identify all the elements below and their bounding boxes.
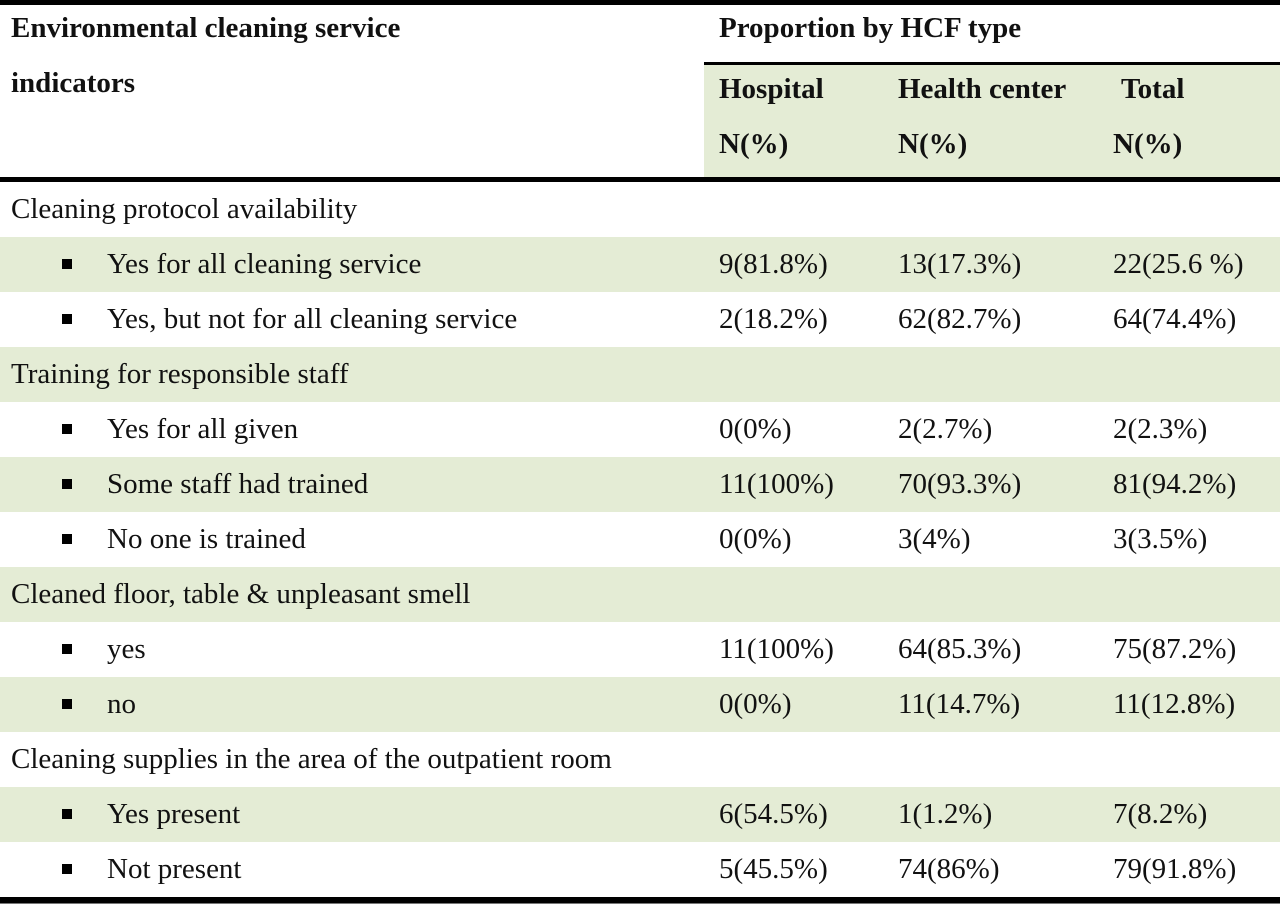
row-label: Some staff had trained (107, 468, 369, 500)
square-bullet-icon (62, 424, 72, 434)
header-unit-total: N(%) (1113, 128, 1183, 160)
table-row: Yes present 6(54.5%) 1(1.2%) 7(8.2%) (0, 787, 1280, 842)
cell-health-center: 1(1.2%) (898, 798, 993, 830)
cell-total: 79(91.8%) (1113, 853, 1237, 885)
header-subcolumn-shade (704, 64, 1280, 177)
row-label: Yes present (107, 798, 241, 830)
header-indicator-line1: Environmental cleaning service (11, 12, 401, 44)
cell-hospital: 0(0%) (719, 413, 792, 445)
row-label: Yes for all cleaning service (107, 248, 422, 280)
table-row: yes 11(100%) 64(85.3%) 75(87.2%) (0, 622, 1280, 677)
header-unit-hospital: N(%) (719, 128, 789, 160)
cell-health-center: 13(17.3%) (898, 248, 1022, 280)
header-col-health-center: Health center (898, 73, 1067, 105)
cell-hospital: 11(100%) (719, 633, 834, 665)
cell-total: 3(3.5%) (1113, 523, 1208, 555)
category-label: Training for responsible staff (11, 358, 349, 390)
row-label: Yes, but not for all cleaning service (107, 303, 518, 335)
cell-health-center: 11(14.7%) (898, 688, 1021, 720)
table-row: Some staff had trained 11(100%) 70(93.3%) 8… (0, 457, 1280, 512)
cell-hospital: 2(18.2%) (719, 303, 828, 335)
category-label: Cleaning supplies in the area of the out… (11, 743, 612, 775)
category-label: Cleaned floor, table & unpleasant smell (11, 578, 471, 610)
row-label: No one is trained (107, 523, 306, 555)
square-bullet-icon (62, 644, 72, 654)
table-row: Not present 5(45.5%) 74(86%) 79(91.8%) (0, 842, 1280, 897)
header-unit-health-center: N(%) (898, 128, 968, 160)
bottom-rule-thin (0, 903, 1280, 904)
table-row: Yes for all given 0(0%) 2(2.7%) 2(2.3%) (0, 402, 1280, 457)
header-col-total: Total (1121, 73, 1185, 105)
row-label: no (107, 688, 136, 720)
square-bullet-icon (62, 534, 72, 544)
table-row: no 0(0%) 11(14.7%) 11(12.8%) (0, 677, 1280, 732)
cell-hospital: 9(81.8%) (719, 248, 828, 280)
category-row: Cleaned floor, table & unpleasant smell (0, 567, 1280, 622)
cell-health-center: 3(4%) (898, 523, 971, 555)
category-row: Training for responsible staff (0, 347, 1280, 402)
header-rule (0, 177, 1280, 182)
cell-total: 22(25.6 %) (1113, 248, 1244, 280)
cell-total: 81(94.2%) (1113, 468, 1237, 500)
bottom-rule (0, 897, 1280, 903)
header-indicator-line2: indicators (11, 67, 136, 99)
table-row: Yes, but not for all cleaning service 2(1… (0, 292, 1280, 347)
cell-hospital: 5(45.5%) (719, 853, 828, 885)
cell-health-center: 62(82.7%) (898, 303, 1022, 335)
table-row: No one is trained 0(0%) 3(4%) 3(3.5%) (0, 512, 1280, 567)
table-row: Yes for all cleaning service 9(81.8%) 13(1… (0, 237, 1280, 292)
square-bullet-icon (62, 809, 72, 819)
cell-hospital: 0(0%) (719, 523, 792, 555)
square-bullet-icon (62, 864, 72, 874)
square-bullet-icon (62, 699, 72, 709)
square-bullet-icon (62, 259, 72, 269)
cell-total: 2(2.3%) (1113, 413, 1208, 445)
category-row: Cleaning protocol availability (0, 182, 1280, 237)
square-bullet-icon (62, 479, 72, 489)
cell-health-center: 70(93.3%) (898, 468, 1022, 500)
cell-total: 7(8.2%) (1113, 798, 1208, 830)
cell-hospital: 11(100%) (719, 468, 834, 500)
top-rule (0, 0, 1280, 5)
row-label: Yes for all given (107, 413, 299, 445)
header-subcolumn-rule (704, 62, 1280, 65)
cell-hospital: 6(54.5%) (719, 798, 828, 830)
cell-health-center: 2(2.7%) (898, 413, 993, 445)
square-bullet-icon (62, 314, 72, 324)
cell-total: 11(12.8%) (1113, 688, 1236, 720)
cell-total: 75(87.2%) (1113, 633, 1237, 665)
category-row: Cleaning supplies in the area of the out… (0, 732, 1280, 787)
header-col-hospital: Hospital (719, 73, 824, 105)
category-label: Cleaning protocol availability (11, 193, 358, 225)
cell-health-center: 74(86%) (898, 853, 1000, 885)
row-label: yes (107, 633, 146, 665)
row-label: Not present (107, 853, 242, 885)
header-group-title: Proportion by HCF type (719, 12, 1022, 44)
cell-hospital: 0(0%) (719, 688, 792, 720)
cell-health-center: 64(85.3%) (898, 633, 1022, 665)
cell-total: 64(74.4%) (1113, 303, 1237, 335)
